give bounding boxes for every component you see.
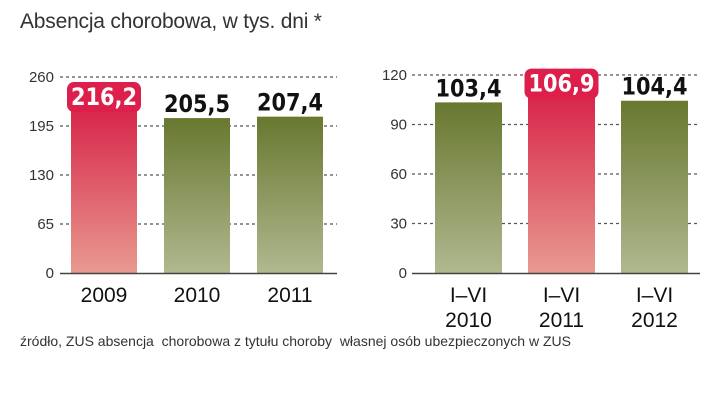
x-category-label: 2009	[81, 284, 128, 307]
y-tick-label: 120	[382, 67, 407, 84]
bar	[621, 100, 688, 274]
x-category-label: 2010	[174, 284, 221, 307]
y-tick-label: 195	[29, 118, 54, 135]
bar	[257, 116, 323, 273]
value-label: 216,2	[71, 83, 137, 111]
chart-title: Absencja chorobowa, w tys. dni *	[20, 10, 322, 33]
bar	[435, 102, 502, 273]
value-label: 103,4	[436, 74, 502, 102]
bar	[164, 118, 230, 273]
x-category-label: 2012	[631, 309, 678, 332]
value-badge	[67, 82, 141, 113]
y-tick-label: 65	[37, 216, 54, 233]
y-tick-label: 260	[29, 69, 54, 86]
bar	[71, 110, 137, 273]
x-category-label: 2011	[267, 284, 312, 307]
y-tick-label: 30	[390, 216, 407, 233]
x-category-label: I–VI	[636, 284, 673, 307]
x-category-label: 2010	[445, 309, 492, 332]
value-label: 106,9	[529, 70, 595, 98]
y-tick-label: 0	[399, 265, 407, 282]
y-tick-label: 0	[46, 265, 54, 282]
value-label: 205,5	[164, 90, 230, 118]
y-tick-label: 130	[29, 167, 54, 184]
chart-panel-annual: 0 65 130 195 260 216,2 2009 205,5 2010 207,4 2011	[29, 69, 337, 307]
value-badge	[524, 68, 599, 99]
y-tick-label: 60	[390, 166, 407, 183]
value-label: 207,4	[257, 89, 323, 117]
bar	[528, 96, 595, 274]
y-tick-label: 90	[390, 117, 407, 134]
value-label: 104,4	[622, 73, 688, 101]
source-note: źródło, ZUS absencja chorobowa z tytułu …	[20, 333, 571, 349]
x-category-label: 2011	[539, 309, 584, 332]
x-category-label: I–VI	[450, 284, 487, 307]
x-category-label: I–VI	[543, 284, 580, 307]
